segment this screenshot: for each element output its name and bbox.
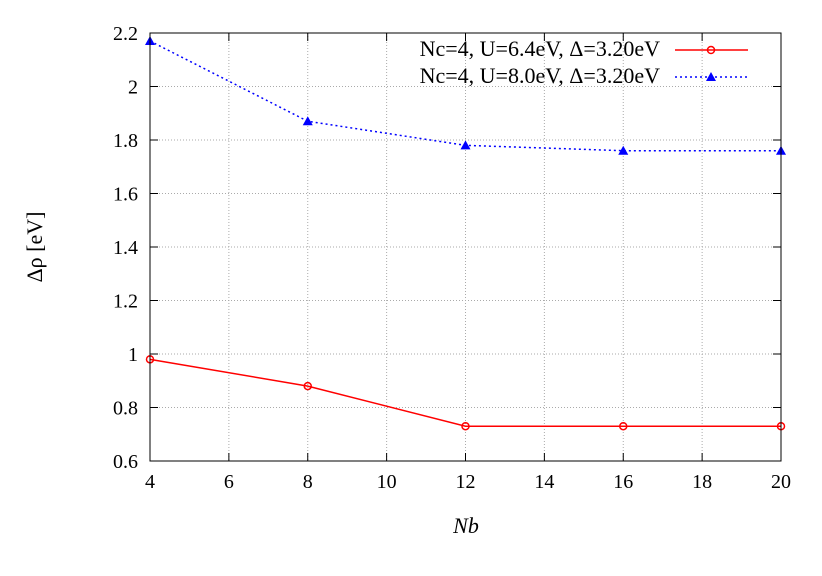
y-tick-label: 1 (128, 344, 138, 366)
series-1 (145, 36, 786, 155)
y-tick-label: 1.2 (113, 291, 138, 313)
data-point (303, 381, 312, 391)
axis-ticks: 4 6 8 10 12 14 16 18 20 0.6 0.8 1 1.2 1.4 1.6 1.8 2 2.2 (113, 23, 791, 493)
legend-label-1: Nc=4, U=8.0eV, Δ=3.20eV (420, 63, 660, 88)
legend-marker-0 (706, 45, 716, 55)
x-tick-label: 20 (771, 471, 791, 493)
x-tick-label: 6 (224, 471, 234, 493)
y-tick-label: 0.6 (113, 451, 138, 473)
y-tick-label: 2.2 (113, 23, 138, 45)
series-line (149, 358, 781, 427)
legend-marker-1 (706, 72, 716, 81)
x-axis-label: Nb (452, 513, 479, 538)
y-tick-label: 1.4 (113, 237, 138, 259)
x-tick-label: 12 (456, 471, 476, 493)
x-tick-label: 4 (145, 471, 155, 493)
x-tick-label: 8 (303, 471, 313, 493)
data-point (461, 421, 470, 431)
y-tick-label: 2 (128, 77, 138, 99)
grid (150, 33, 781, 461)
legend: Nc=4, U=6.4eV, Δ=3.20eV Nc=4, U=8.0eV, Δ… (420, 36, 748, 88)
y-tick-label: 1.6 (113, 184, 138, 206)
y-tick-label: 1.8 (113, 130, 138, 152)
x-tick-label: 14 (534, 471, 554, 493)
y-axis-label: Δρ [eV] (22, 212, 47, 283)
x-tick-label: 10 (377, 471, 397, 493)
x-tick-label: 18 (692, 471, 712, 493)
legend-label-0: Nc=4, U=6.4eV, Δ=3.20eV (420, 36, 660, 61)
data-point (618, 145, 629, 155)
x-tick-label: 16 (613, 471, 633, 493)
data-point (302, 116, 313, 126)
data-point (460, 140, 471, 150)
y-tick-label: 0.8 (113, 398, 138, 420)
plot-frame (149, 32, 782, 462)
series-layer (145, 36, 786, 431)
data-point (619, 421, 628, 431)
